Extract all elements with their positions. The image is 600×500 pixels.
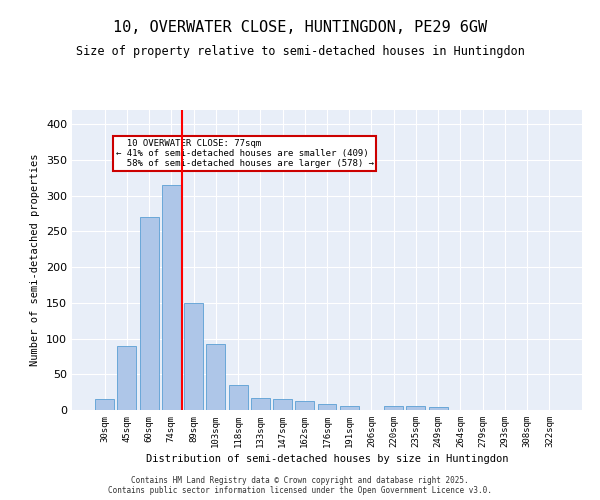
Bar <box>295 402 314 410</box>
Text: 10, OVERWATER CLOSE, HUNTINGDON, PE29 6GW: 10, OVERWATER CLOSE, HUNTINGDON, PE29 6G… <box>113 20 487 35</box>
Bar <box>429 407 448 410</box>
Text: Contains HM Land Registry data © Crown copyright and database right 2025.
Contai: Contains HM Land Registry data © Crown c… <box>108 476 492 495</box>
Bar <box>384 406 403 410</box>
Bar <box>273 400 292 410</box>
Bar <box>184 303 203 410</box>
Bar <box>406 406 425 410</box>
Bar <box>340 406 359 410</box>
Y-axis label: Number of semi-detached properties: Number of semi-detached properties <box>31 154 40 366</box>
Bar <box>118 346 136 410</box>
Bar <box>95 400 114 410</box>
X-axis label: Distribution of semi-detached houses by size in Huntingdon: Distribution of semi-detached houses by … <box>146 454 508 464</box>
Bar <box>140 217 158 410</box>
Bar <box>206 344 225 410</box>
Bar <box>229 385 248 410</box>
Bar <box>251 398 270 410</box>
Text: Size of property relative to semi-detached houses in Huntingdon: Size of property relative to semi-detach… <box>76 45 524 58</box>
Bar <box>317 404 337 410</box>
Text: 10 OVERWATER CLOSE: 77sqm
← 41% of semi-detached houses are smaller (409)
  58% : 10 OVERWATER CLOSE: 77sqm ← 41% of semi-… <box>116 138 374 168</box>
Bar <box>162 185 181 410</box>
